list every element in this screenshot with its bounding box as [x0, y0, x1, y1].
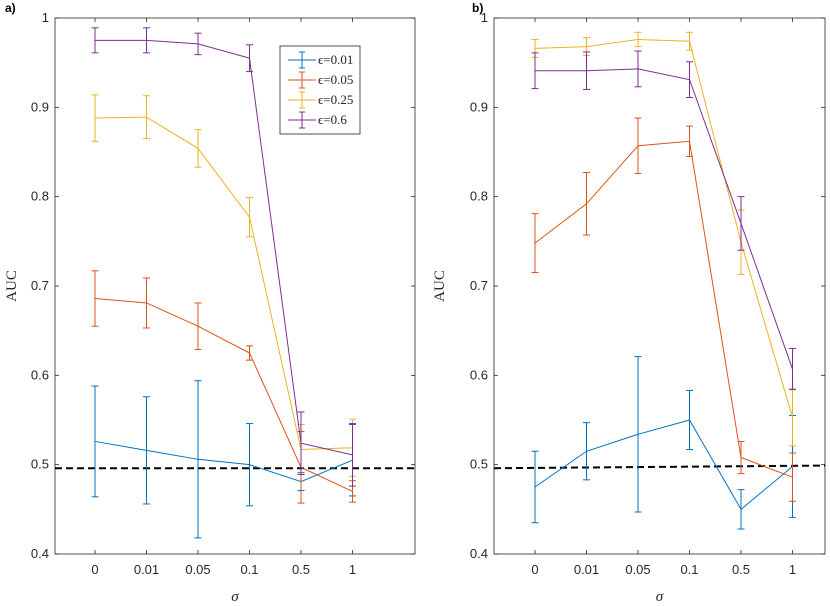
y-tick-label: 0.8: [31, 189, 49, 204]
x-tick-label: 0.05: [185, 562, 210, 577]
data-point: [534, 242, 536, 244]
x-tick-label: 0.1: [680, 562, 698, 577]
data-point: [585, 203, 588, 205]
series-line: [534, 419, 793, 511]
y-tick-label: 0.5: [470, 457, 488, 472]
series-line: [535, 68, 793, 370]
data-point: [248, 464, 251, 466]
data-point: [740, 456, 742, 459]
data-point: [94, 297, 96, 300]
series-line: [94, 440, 353, 483]
x-tick-label: 0: [91, 562, 98, 577]
y-tick-label: 1: [42, 10, 49, 25]
data-point: [740, 222, 742, 225]
data-point: [791, 416, 794, 418]
panel-label: b): [472, 1, 483, 15]
data-point: [688, 419, 691, 421]
panel-b: 0.4 0.5 0.6 0.7 0.8 0.9 1 0 0.01 0.05 0.1 0.5 1 σ AUC b…: [432, 1, 826, 605]
x-tick-label: 0.05: [625, 562, 650, 577]
data-point: [248, 352, 251, 354]
data-point: [145, 116, 148, 118]
x-axis-label: σ: [656, 589, 664, 605]
y-tick-label: 0.7: [31, 278, 49, 293]
data-point: [637, 145, 639, 147]
series-line: [95, 39, 353, 456]
data-point: [94, 39, 96, 41]
axes-box: [54, 17, 416, 555]
data-point: [145, 39, 148, 41]
x-tick-label: 0.1: [240, 562, 258, 577]
data-point: [637, 68, 639, 70]
x-tick-label: 0: [531, 562, 538, 577]
y-tick-label: 1: [481, 10, 488, 25]
legend: ϵ=0.01 ϵ=0.05 ϵ=0.25 ϵ=0.6: [279, 45, 361, 135]
data-point: [197, 43, 199, 45]
data-point: [534, 486, 536, 488]
x-tick-label: 0.01: [574, 562, 599, 577]
series-line: [534, 38, 793, 418]
data-point: [740, 508, 742, 510]
x-tick-label: 0.5: [292, 562, 310, 577]
data-point: [688, 140, 691, 142]
y-tick-label: 0.6: [470, 367, 488, 382]
series-line: [94, 298, 353, 492]
panel-label: a): [5, 1, 16, 15]
y-tick-label: 0.8: [470, 189, 488, 204]
legend-label: ϵ=0.05: [318, 72, 353, 87]
panel-a: 0.4 0.5 0.6 0.7 0.8 0.9 1 0 0.01 0.05 0.1 0.5 1 σ AUC a…: [4, 1, 416, 605]
data-point: [585, 70, 588, 72]
x-tick-label: 0.01: [134, 562, 159, 577]
x-axis-label: σ: [231, 589, 239, 605]
x-tick-label: 1: [349, 562, 356, 577]
legend-label: ϵ=0.25: [318, 92, 353, 107]
data-point: [94, 440, 96, 443]
data-point: [534, 47, 536, 49]
legend-box: [279, 45, 361, 135]
data-point: [197, 458, 199, 460]
data-point: [145, 302, 148, 304]
data-point: [145, 449, 148, 451]
data-point: [791, 368, 794, 370]
y-tick-label: 0.6: [31, 367, 49, 382]
data-point: [197, 325, 199, 327]
data-point: [248, 57, 251, 59]
y-tick-label: 0.7: [470, 278, 488, 293]
y-axis-label: AUC: [4, 270, 20, 302]
series-line: [94, 116, 353, 450]
data-point: [197, 147, 199, 150]
y-tick-label: 0.5: [31, 457, 49, 472]
data-point: [94, 117, 96, 119]
data-point: [585, 450, 588, 452]
data-point: [351, 490, 354, 493]
legend-label: ϵ=0.01: [318, 52, 353, 67]
data-point: [688, 40, 691, 42]
x-tick-label: 1: [789, 562, 796, 577]
y-tick-label: 0.9: [470, 99, 488, 114]
series-line: [534, 140, 793, 478]
data-point: [637, 433, 639, 435]
data-point: [248, 216, 251, 218]
data-point: [351, 454, 354, 456]
data-point: [300, 442, 302, 444]
y-tick-label: 0.9: [31, 99, 49, 114]
baseline-dashed-line: [493, 464, 826, 470]
data-point: [637, 38, 639, 41]
legend-label: ϵ=0.6: [318, 112, 347, 127]
axes-box: [493, 17, 826, 555]
data-point: [585, 45, 588, 48]
x-tick-label: 0.5: [732, 562, 750, 577]
data-point: [688, 79, 691, 81]
data-point: [791, 476, 794, 478]
y-tick-label: 0.4: [470, 546, 488, 561]
data-point: [534, 70, 536, 72]
y-axis-label: AUC: [432, 270, 448, 302]
y-tick-label: 0.4: [31, 546, 49, 561]
